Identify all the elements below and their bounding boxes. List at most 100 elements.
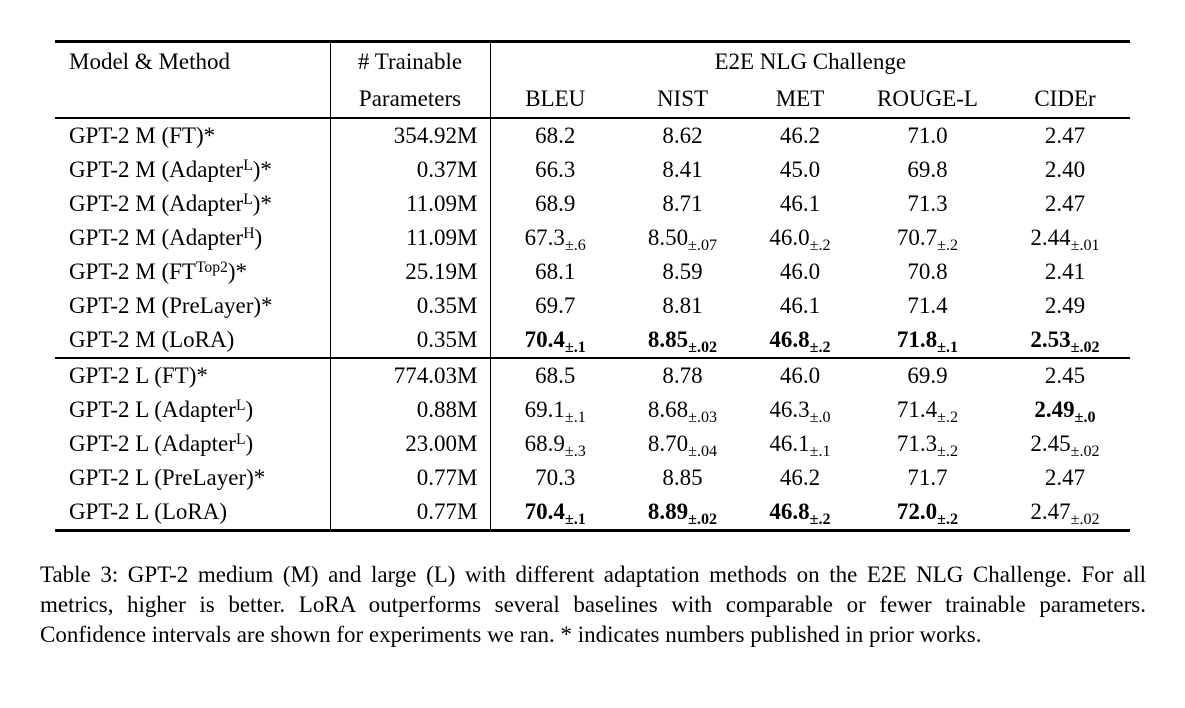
table-row: GPT-2 L (AdapterL) 0.88M 69.1±.1 8.68±.03 46… — [55, 393, 1130, 427]
method-superscript: H — [243, 224, 255, 242]
table-row: GPT-2 M (AdapterL)* 11.09M 68.9 8.71 46.1 71.… — [55, 187, 1130, 221]
confidence-subscript: ±.6 — [564, 236, 586, 254]
column-header-trainable-line1: # Trainable — [330, 41, 491, 80]
column-header-cider: CIDEr — [1034, 86, 1096, 111]
column-header-model-method: Model & Method — [55, 41, 331, 118]
metric-cell: 71.4 — [907, 293, 948, 318]
method-cell: GPT-2 M (LoRA) — [55, 323, 331, 358]
table-header: Model & Method # Trainable E2E NLG Chall… — [55, 41, 1131, 118]
params-cell: 0.35M — [330, 323, 491, 358]
table-row: GPT-2 L (AdapterL) 23.00M 68.9±.3 8.70±.04 4… — [55, 427, 1130, 461]
confidence-subscript: ±.0 — [1074, 408, 1096, 426]
table-row: GPT-2 L (FT)* 774.03M 68.5 8.78 46.0 69.9 2.45 — [55, 357, 1131, 393]
metric-cell: 8.85 — [662, 465, 703, 490]
metric-cell: 2.47 — [1044, 191, 1086, 216]
confidence-subscript: ±.02 — [1070, 338, 1100, 356]
method-superscript: L — [243, 190, 253, 208]
confidence-subscript: ±.2 — [809, 338, 831, 356]
confidence-subscript: ±.3 — [564, 442, 586, 460]
table-row: GPT-2 M (PreLayer)* 0.35M 69.7 8.81 46.1 71.4… — [55, 289, 1130, 323]
metric-cell: 8.68±.03 — [647, 397, 718, 426]
table-row: GPT-2 M (FT)* 354.92M 68.2 8.62 46.2 71.0 2.47 — [55, 118, 1130, 153]
method-cell: GPT-2 L (LoRA) — [55, 495, 331, 531]
confidence-subscript: ±.1 — [564, 408, 586, 426]
params-cell: 11.09M — [330, 221, 491, 255]
confidence-subscript: ±.02 — [1070, 510, 1100, 528]
metric-cell: 70.8 — [907, 259, 948, 284]
method-cell: GPT-2 M (AdapterL)* — [55, 187, 331, 221]
confidence-subscript: ±.03 — [688, 408, 718, 426]
params-cell: 0.88M — [330, 393, 491, 427]
method-cell: GPT-2 L (PreLayer)* — [55, 461, 331, 495]
params-cell: 0.77M — [330, 495, 491, 531]
column-header-challenge: E2E NLG Challenge — [714, 49, 907, 74]
results-table-wrap: Model & Method # Trainable E2E NLG Chall… — [55, 40, 1131, 532]
metric-cell: 2.40 — [1044, 157, 1086, 182]
params-cell: 0.37M — [330, 153, 491, 187]
confidence-subscript: ±.1 — [937, 338, 959, 356]
metric-cell: 71.8±.1 — [896, 327, 959, 356]
confidence-subscript: ±.2 — [809, 510, 831, 528]
method-cell: GPT-2 M (AdapterL)* — [55, 153, 331, 187]
metric-cell: 46.2 — [779, 465, 821, 490]
metric-cell: 66.3 — [535, 157, 576, 182]
metric-cell: 71.4±.2 — [896, 397, 959, 426]
column-header-trainable-line2: Parameters — [330, 80, 491, 118]
metric-cell: 2.47±.02 — [1030, 499, 1100, 528]
table-header-row-2: Parameters BLEU NIST MET ROUGE-L CIDEr — [55, 80, 1130, 118]
column-header-bleu: BLEU — [525, 86, 586, 111]
metric-cell: 68.9 — [535, 191, 576, 216]
metric-cell: 8.89±.02 — [647, 499, 718, 528]
caption-text: GPT-2 medium (M) and large (L) with diff… — [40, 562, 1147, 647]
method-cell: GPT-2 L (AdapterL) — [55, 393, 331, 427]
metric-cell: 46.2 — [779, 123, 821, 148]
confidence-subscript: ±.07 — [688, 236, 718, 254]
column-header-nist: NIST — [656, 86, 709, 111]
params-cell: 354.92M — [330, 118, 491, 153]
metric-cell: 69.7 — [535, 293, 576, 318]
metric-cell: 8.71 — [662, 191, 703, 216]
metric-cell: 2.45 — [1000, 357, 1131, 393]
metric-cell: 2.47 — [1044, 465, 1086, 490]
metric-cell: 2.49 — [1044, 293, 1086, 318]
metric-cell: 8.78 — [620, 357, 745, 393]
metric-cell: 68.5 — [490, 357, 620, 393]
metric-cell: 8.81 — [662, 293, 703, 318]
method-cell: GPT-2 M (FTTop2)* — [55, 255, 331, 289]
metric-cell: 8.59 — [662, 259, 703, 284]
caption-label: Table 3: — [40, 562, 119, 587]
metric-cell: 2.41 — [1044, 259, 1086, 284]
metric-cell: 71.7 — [907, 465, 948, 490]
confidence-subscript: ±.1 — [809, 442, 831, 460]
params-cell: 0.35M — [330, 289, 491, 323]
metric-cell: 71.3 — [907, 191, 948, 216]
confidence-subscript: ±.01 — [1070, 236, 1100, 254]
metric-cell: 46.0 — [779, 259, 821, 284]
confidence-subscript: ±.2 — [937, 442, 959, 460]
confidence-subscript: ±.0 — [809, 408, 831, 426]
metric-cell: 69.8 — [907, 157, 948, 182]
metric-cell: 67.3±.6 — [524, 225, 586, 254]
method-cell: GPT-2 M (FT)* — [55, 118, 331, 153]
metric-cell: 68.1 — [535, 259, 576, 284]
metric-cell: 71.3±.2 — [896, 431, 959, 460]
metric-cell: 70.7±.2 — [896, 225, 959, 254]
metric-cell: 2.44±.01 — [1030, 225, 1100, 254]
params-cell: 23.00M — [330, 427, 491, 461]
table-body: GPT-2 M (FT)* 354.92M 68.2 8.62 46.2 71.0 2.47… — [55, 118, 1131, 531]
metric-cell: 69.9 — [855, 357, 1000, 393]
metric-cell: 46.3±.0 — [769, 397, 831, 426]
confidence-subscript: ±.1 — [564, 338, 586, 356]
metric-cell: 68.2 — [535, 123, 576, 148]
table-row: GPT-2 M (AdapterL)* 0.37M 66.3 8.41 45.0 69.8… — [55, 153, 1130, 187]
metric-cell: 8.62 — [662, 123, 703, 148]
metric-cell: 46.8±.2 — [769, 499, 831, 528]
method-cell: GPT-2 L (FT)* — [55, 357, 331, 393]
metric-cell: 72.0±.2 — [896, 499, 959, 528]
metric-cell: 2.49±.0 — [1034, 397, 1096, 426]
metric-cell: 46.1 — [779, 191, 821, 216]
metric-cell: 8.41 — [662, 157, 703, 182]
metric-cell: 2.45±.02 — [1030, 431, 1100, 460]
confidence-subscript: ±.02 — [1070, 442, 1100, 460]
